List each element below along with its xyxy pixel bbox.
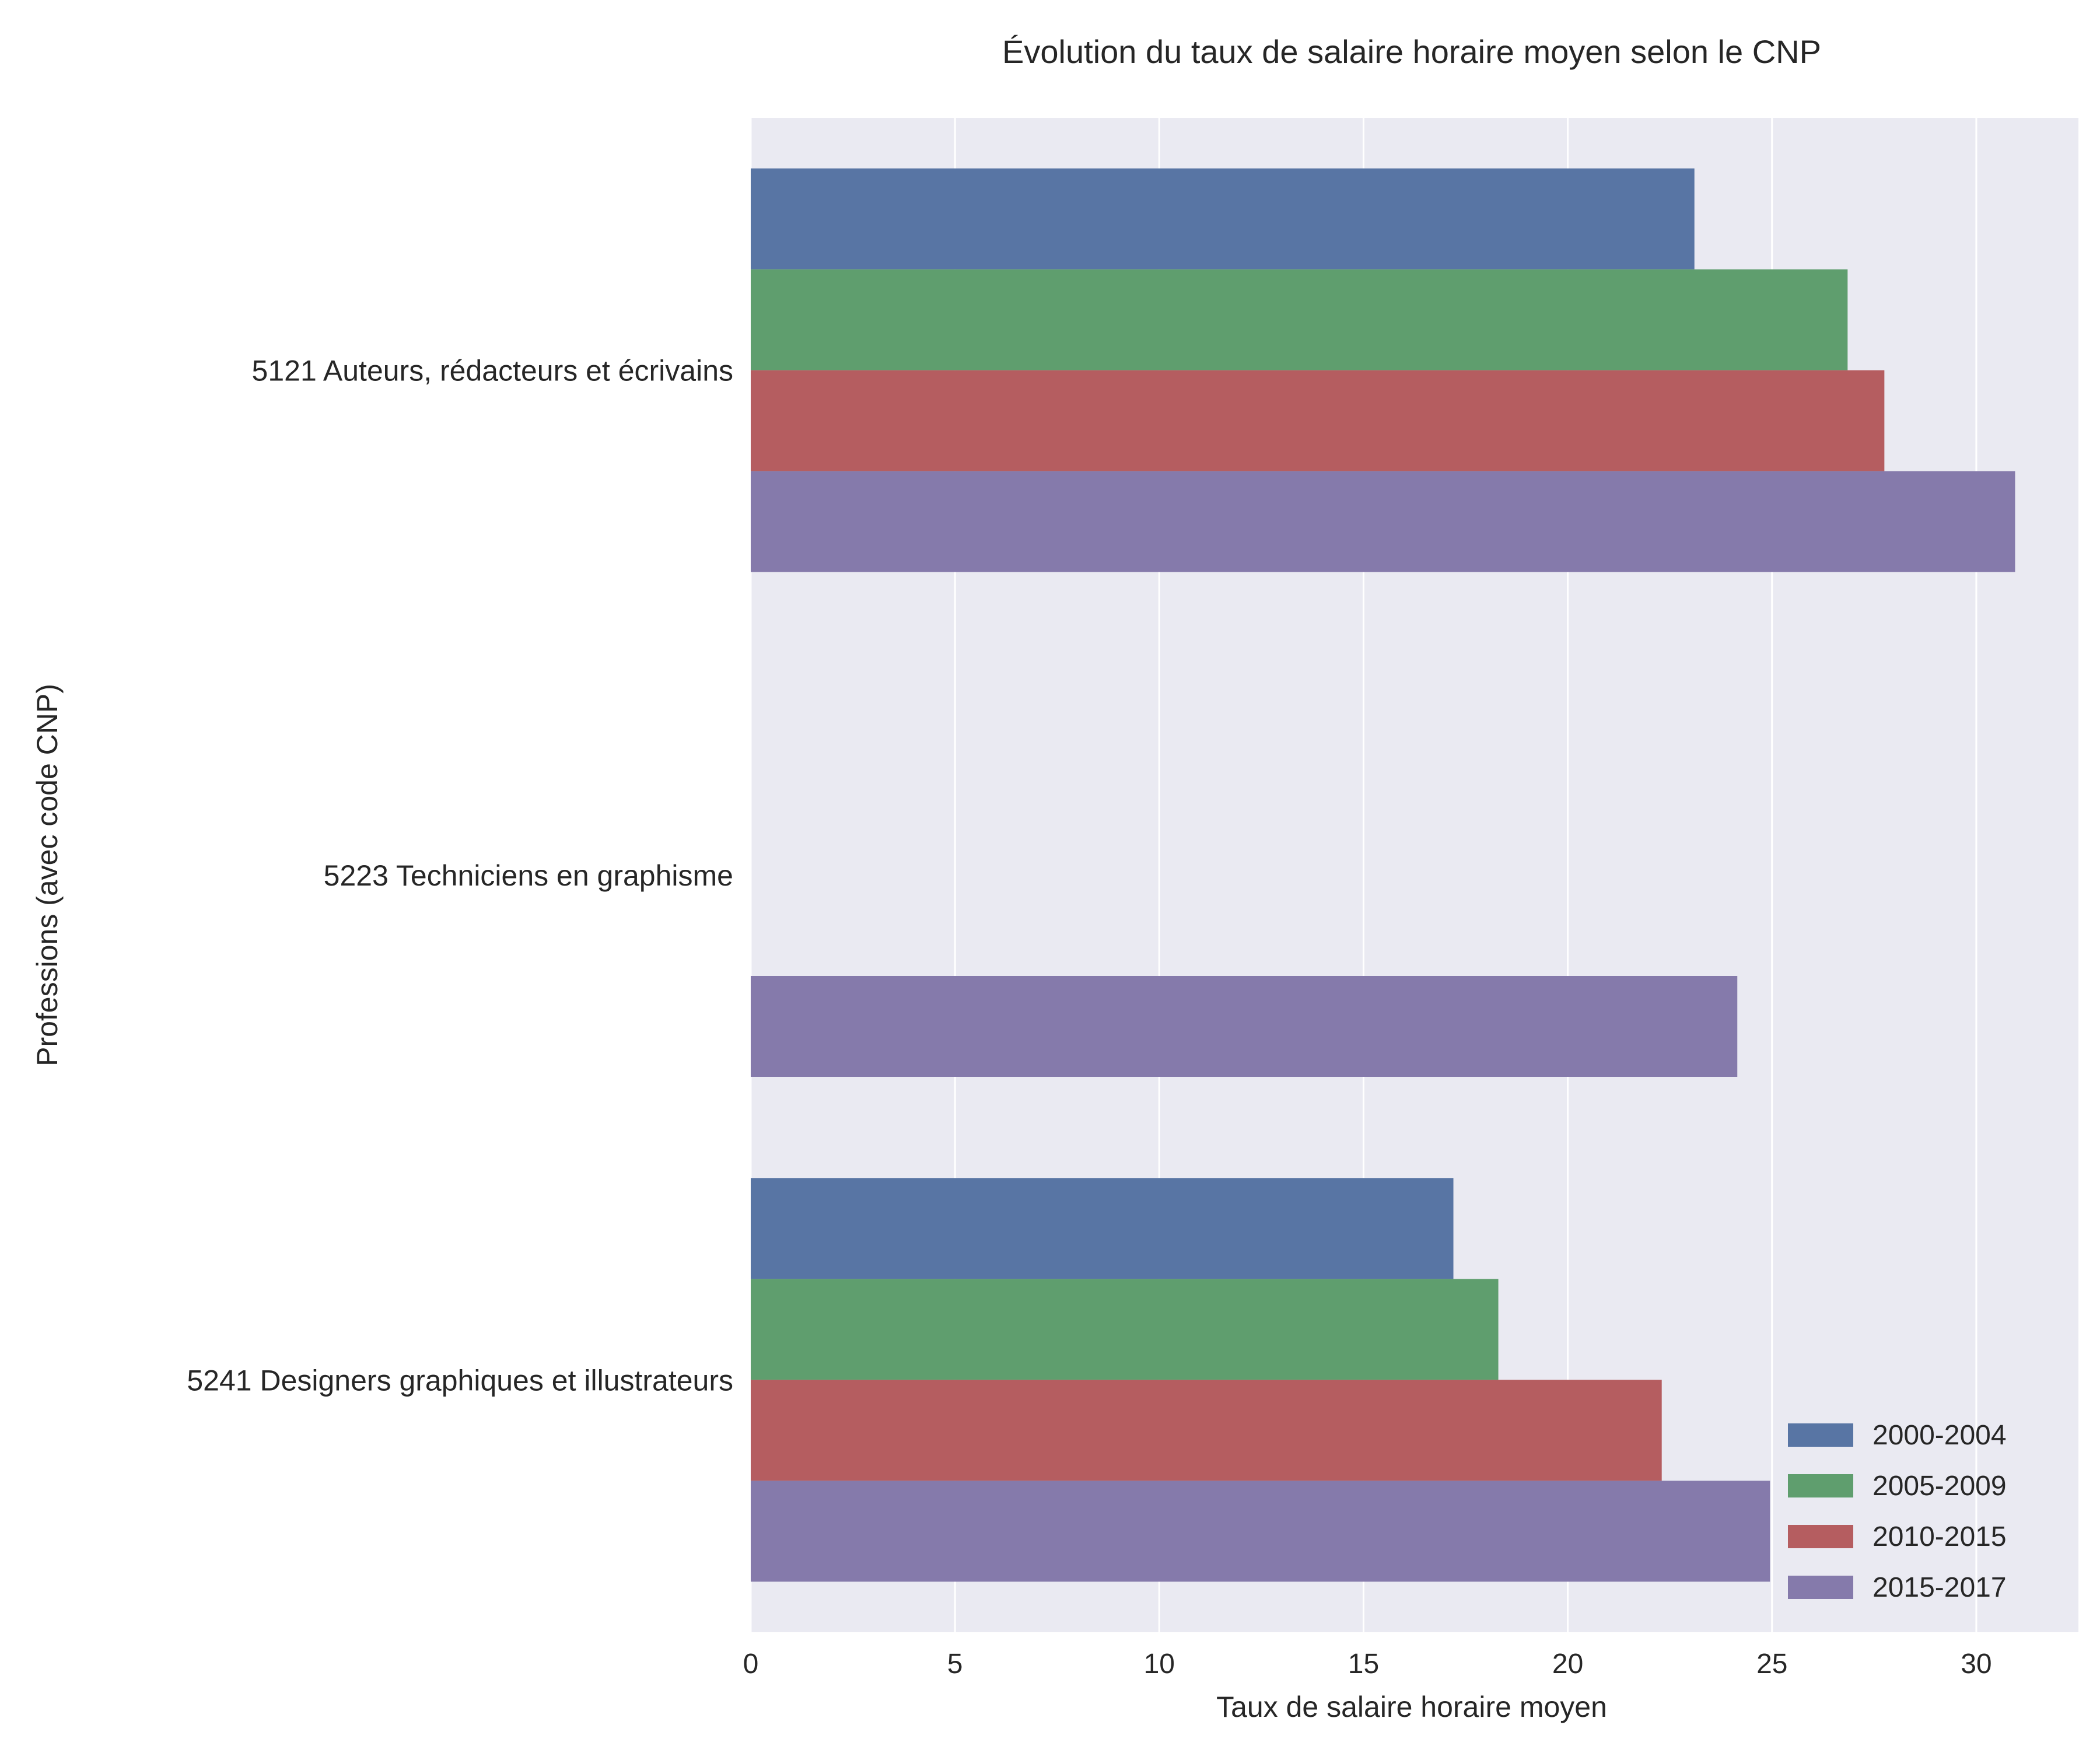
x-tick-label: 30 (1961, 1649, 1992, 1679)
legend-label: 2015-2017 (1873, 1572, 2007, 1603)
x-axis-label: Taux de salaire horaire moyen (1216, 1691, 1607, 1723)
legend-label: 2005-2009 (1873, 1471, 2007, 1502)
x-tick-label: 10 (1144, 1649, 1175, 1679)
bar (751, 1481, 1770, 1582)
bar (751, 269, 1848, 370)
bar (751, 471, 2015, 572)
bar (751, 976, 1738, 1077)
chart-title: Évolution du taux de salaire horaire moy… (1002, 33, 1821, 70)
y-tick-label: 5121 Auteurs, rédacteurs et écrivains (252, 355, 733, 387)
legend-swatch (1788, 1576, 1853, 1599)
bar (751, 1279, 1499, 1380)
legend-swatch (1788, 1525, 1853, 1548)
x-tick-label: 15 (1348, 1649, 1379, 1679)
x-tick-label: 5 (947, 1649, 963, 1679)
x-axis-ticks: 0 5 10 15 20 25 30 (743, 1649, 1992, 1679)
bar (751, 370, 1885, 471)
legend-label: 2000-2004 (1873, 1420, 2007, 1451)
legend-label: 2010-2015 (1873, 1521, 2007, 1552)
bar (751, 168, 1695, 270)
y-tick-label: 5223 Techniciens en graphisme (324, 859, 733, 892)
bar (751, 1178, 1454, 1279)
legend-swatch (1788, 1423, 1853, 1447)
bar (751, 1380, 1662, 1481)
bars (751, 168, 2015, 1582)
y-tick-label: 5241 Designers graphiques et illustrateu… (187, 1364, 733, 1397)
legend: 2000-2004 2005-2009 2010-2015 2015-2017 (1788, 1420, 2007, 1603)
x-tick-label: 0 (743, 1649, 759, 1679)
x-tick-label: 25 (1756, 1649, 1787, 1679)
y-axis-label: Professions (avec code CNP) (31, 684, 64, 1066)
y-axis-ticks: 5121 Auteurs, rédacteurs et écrivains 522… (187, 355, 733, 1397)
legend-swatch (1788, 1474, 1853, 1497)
x-tick-label: 20 (1552, 1649, 1583, 1679)
